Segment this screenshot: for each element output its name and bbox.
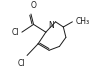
Text: Cl: Cl	[12, 28, 19, 37]
Text: O: O	[31, 0, 36, 10]
Text: CH₃: CH₃	[76, 17, 90, 26]
Text: Cl: Cl	[18, 59, 25, 68]
Text: N: N	[48, 21, 54, 30]
